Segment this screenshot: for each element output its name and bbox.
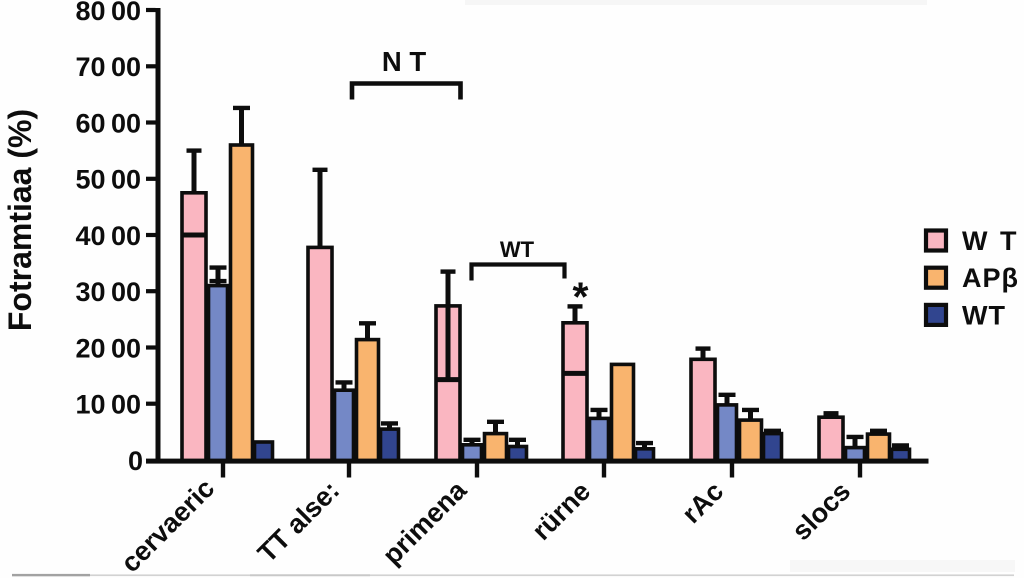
svg-text:Fotramtiaa (%): Fotramtiaa (%)	[2, 109, 38, 331]
svg-text:80 00: 80 00	[76, 0, 141, 26]
svg-text:30 00: 30 00	[76, 277, 141, 307]
svg-text:WT: WT	[962, 300, 1006, 330]
svg-text:WT: WT	[500, 237, 535, 262]
svg-text:60 00: 60 00	[76, 108, 141, 138]
svg-text:W T: W T	[962, 226, 1019, 256]
svg-text:N T: N T	[382, 46, 427, 77]
svg-text:0: 0	[128, 446, 143, 476]
svg-text:10 00: 10 00	[76, 390, 141, 420]
svg-text:50 00: 50 00	[76, 165, 141, 195]
svg-text:40 00: 40 00	[76, 221, 141, 251]
svg-text:70 00: 70 00	[76, 52, 141, 82]
svg-text:APβ: APβ	[962, 263, 1019, 293]
svg-text:20 00: 20 00	[76, 333, 141, 363]
svg-text:*: *	[573, 274, 589, 320]
